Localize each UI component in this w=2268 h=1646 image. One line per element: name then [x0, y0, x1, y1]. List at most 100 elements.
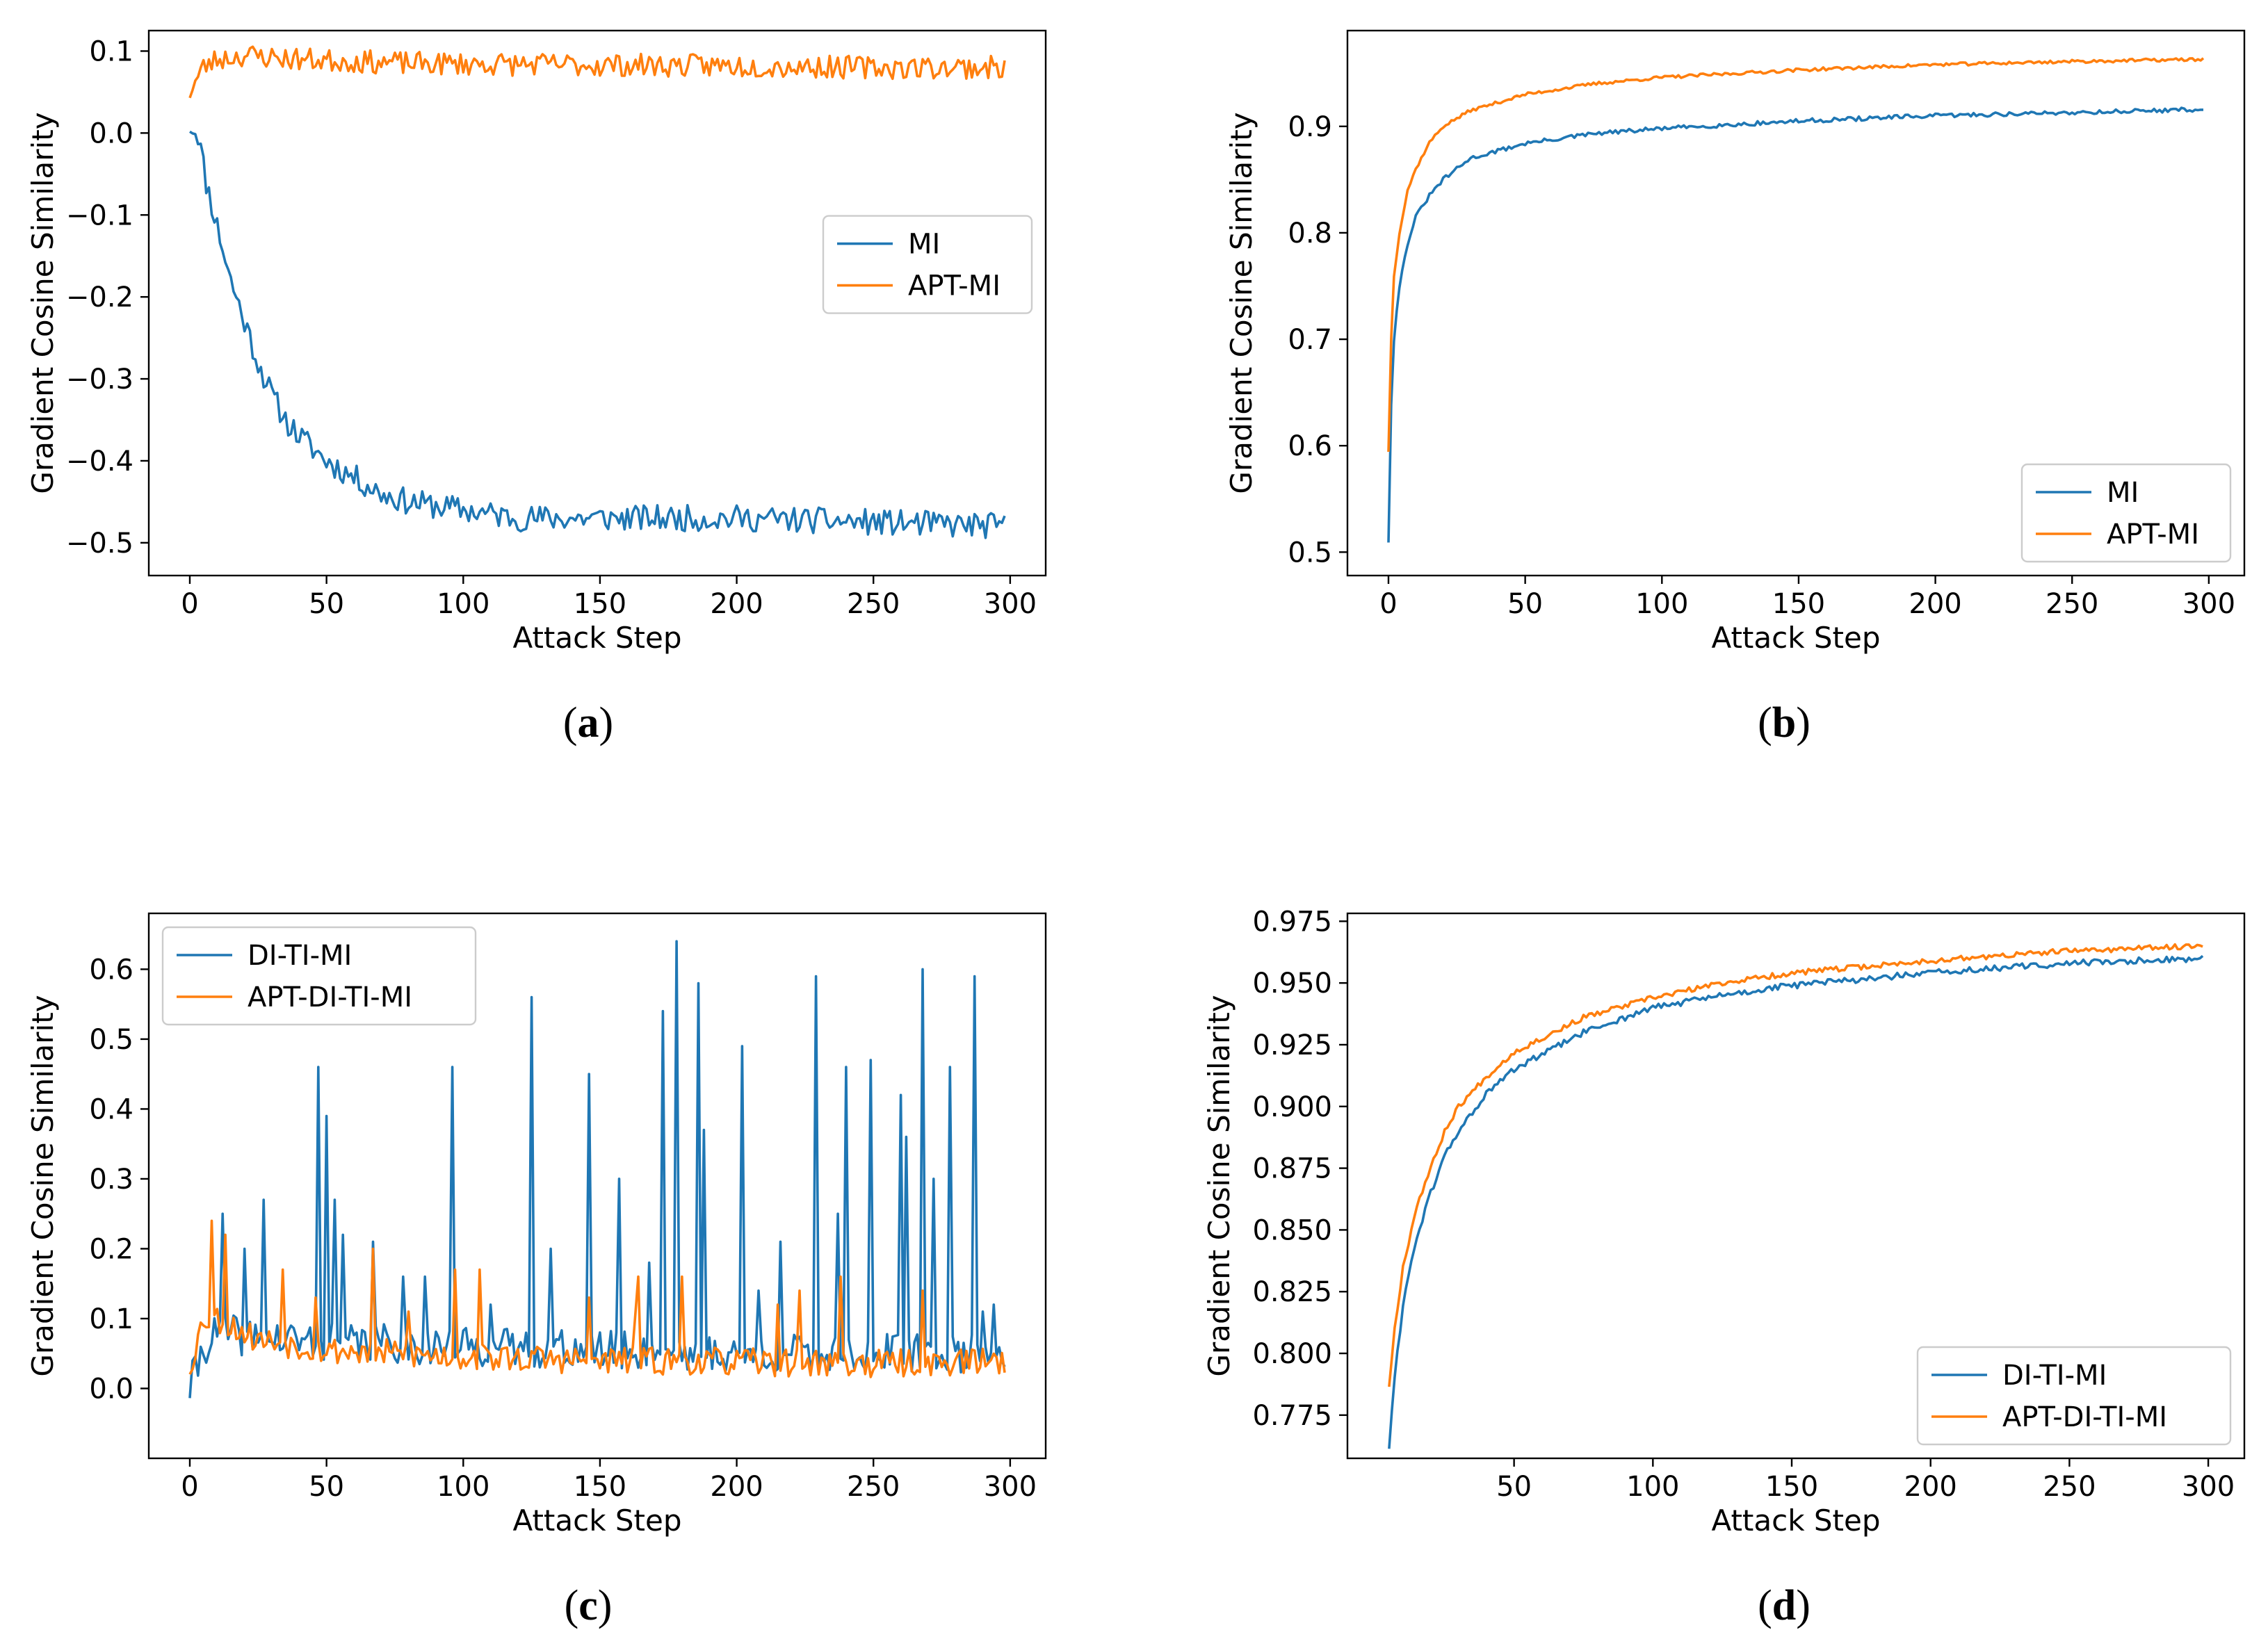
y-tick-label: 0.7 — [1288, 324, 1332, 356]
y-tick-label: 0.775 — [1252, 1400, 1332, 1432]
legend-label: MI — [2107, 477, 2139, 509]
legend-label: MI — [908, 229, 940, 261]
y-tick-label: −0.5 — [66, 528, 133, 560]
x-tick-label: 0 — [181, 588, 198, 620]
x-tick-label: 0 — [181, 1471, 198, 1503]
series-line-apt-mi — [1387, 57, 2205, 453]
y-tick-label: 0.5 — [89, 1024, 133, 1056]
y-axis-label: Gradient Cosine Similarity — [1202, 995, 1236, 1376]
y-tick-label: 0.8 — [1288, 218, 1332, 250]
x-tick-label: 300 — [2182, 1471, 2235, 1503]
y-tick-label: 0.1 — [89, 1303, 133, 1335]
x-tick-label: 250 — [2046, 588, 2098, 620]
x-tick-label: 50 — [1496, 1471, 1532, 1503]
chart-panel-c: 0 50 100 150 200 250 300 0.0 0.1 0.2 0.3 0.4 0.5 0.6 A… — [26, 912, 1047, 1538]
legend: MI APT-MI — [822, 215, 1033, 314]
x-tick-label: 100 — [1626, 1471, 1679, 1503]
caption-b: (b) — [1758, 699, 1811, 747]
legend-box — [2020, 463, 2232, 563]
y-tick-label: 0.4 — [89, 1093, 133, 1125]
y-tick-label: −0.3 — [66, 364, 133, 396]
x-tick-label: 150 — [574, 1471, 626, 1503]
x-tick-label: 250 — [847, 1471, 900, 1503]
axes-frame — [147, 29, 1047, 577]
series-line-apt-mi — [188, 45, 1006, 99]
x-tick-label: 250 — [2043, 1471, 2096, 1503]
y-tick-label: −0.2 — [66, 282, 133, 313]
x-tick-label: 50 — [1507, 588, 1543, 620]
axes-frame — [1346, 29, 2246, 577]
series-line-apt-di-ti-mi — [1388, 943, 2203, 1387]
series-line-di-ti-mi — [188, 940, 1006, 1399]
x-tick-label: 100 — [1635, 588, 1688, 620]
x-axis-label: Attack Step — [512, 621, 681, 655]
x-tick-label: 300 — [984, 588, 1037, 620]
x-tick-label: 200 — [1904, 1471, 1957, 1503]
y-tick-label: −0.4 — [66, 446, 133, 478]
caption-c: (c) — [565, 1582, 613, 1629]
y-tick-label: 0.0 — [89, 117, 133, 149]
x-tick-label: 100 — [437, 1471, 489, 1503]
x-tick-label: 300 — [2182, 588, 2235, 620]
y-tick-label: 0.975 — [1252, 906, 1332, 938]
x-axis-label: Attack Step — [1711, 1504, 1880, 1538]
x-tick-label: 150 — [574, 588, 626, 620]
x-tick-label: 50 — [309, 1471, 344, 1503]
y-axis-label: Gradient Cosine Similarity — [26, 995, 60, 1376]
axes-frame — [1346, 912, 2246, 1460]
legend-label: APT-MI — [2107, 519, 2199, 551]
y-axis-label: Gradient Cosine Similarity — [1224, 112, 1258, 494]
legend: MI APT-MI — [2020, 463, 2232, 563]
series-line-mi — [1387, 106, 2203, 543]
x-tick-label: 200 — [710, 1471, 763, 1503]
y-tick-label: 0.925 — [1252, 1029, 1332, 1061]
y-tick-label: 0.825 — [1252, 1276, 1332, 1308]
caption-a: (a) — [563, 699, 613, 747]
y-tick-label: 0.6 — [1288, 430, 1332, 462]
y-tick-label: 0.6 — [89, 954, 133, 986]
y-tick-label: 0.850 — [1252, 1214, 1332, 1246]
y-tick-label: 0.950 — [1252, 968, 1332, 1000]
legend-box — [161, 926, 477, 1026]
legend-label: DI-TI-MI — [2002, 1360, 2107, 1392]
y-tick-label: 0.3 — [89, 1164, 133, 1196]
legend: DI-TI-MI APT-DI-TI-MI — [1916, 1346, 2232, 1446]
y-tick-label: 0.2 — [89, 1233, 133, 1265]
axes-frame — [147, 912, 1047, 1460]
y-tick-label: −0.1 — [66, 199, 133, 231]
legend-box — [822, 215, 1033, 314]
y-axis-label: Gradient Cosine Similarity — [26, 112, 60, 494]
y-tick-label: 0.9 — [1288, 111, 1332, 143]
legend-label: APT-DI-TI-MI — [248, 981, 412, 1013]
series-line-di-ti-mi — [1388, 954, 2204, 1449]
legend-box — [1916, 1346, 2232, 1446]
legend-label: APT-DI-TI-MI — [2002, 1401, 2167, 1433]
x-tick-label: 100 — [437, 588, 489, 620]
x-tick-label: 0 — [1379, 588, 1397, 620]
x-tick-label: 150 — [1772, 588, 1825, 620]
x-tick-label: 250 — [847, 588, 900, 620]
x-tick-label: 200 — [710, 588, 763, 620]
y-tick-label: 0.1 — [89, 35, 133, 67]
y-tick-label: 0.875 — [1252, 1153, 1332, 1185]
series-line-mi — [189, 130, 1006, 539]
legend-label: APT-MI — [908, 270, 1001, 302]
y-tick-label: 0.0 — [89, 1373, 133, 1405]
chart-panel-a: 0 50 100 150 200 250 300 −0.5 −0.4 −0.3 −0.2 −0.1 0.… — [26, 29, 1047, 655]
x-tick-label: 150 — [1765, 1471, 1818, 1503]
series-line-apt-di-ti-mi — [188, 1219, 1006, 1378]
chart-panel-b: 0 50 100 150 200 250 300 0.5 0.6 0.7 0.8 0.9 Attack … — [1224, 29, 2246, 655]
x-axis-label: Attack Step — [1711, 621, 1880, 655]
caption-d: (d) — [1758, 1582, 1811, 1629]
y-tick-label: 0.900 — [1252, 1091, 1332, 1123]
legend-label: DI-TI-MI — [248, 940, 352, 972]
chart-panel-d: 50 100 150 200 250 300 0.775 0.800 0.825 0.850 0.8… — [1202, 906, 2246, 1538]
y-tick-label: 0.800 — [1252, 1338, 1332, 1370]
x-tick-label: 50 — [309, 588, 344, 620]
x-tick-label: 300 — [984, 1471, 1037, 1503]
y-tick-label: 0.5 — [1288, 537, 1332, 569]
x-axis-label: Attack Step — [512, 1504, 681, 1538]
legend: DI-TI-MI APT-DI-TI-MI — [161, 926, 477, 1026]
